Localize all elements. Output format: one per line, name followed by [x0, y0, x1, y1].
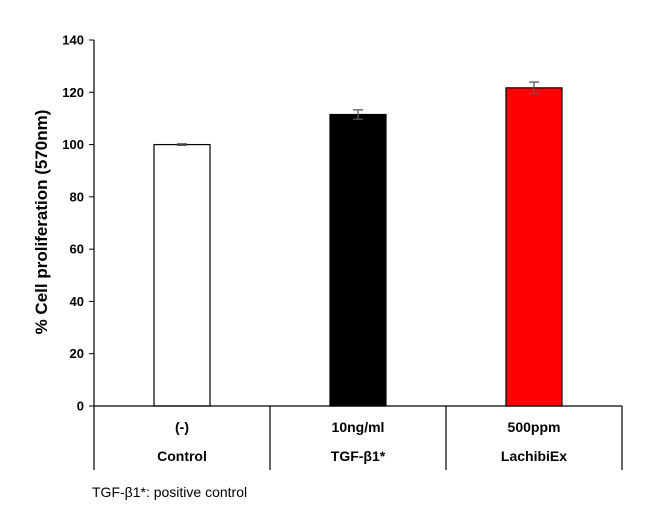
error-bars	[177, 81, 539, 147]
category-label-line1: 10ng/ml	[332, 419, 385, 435]
y-tick-label: 60	[70, 242, 84, 257]
category-label-line2: TGF-β1*	[331, 448, 386, 464]
y-tick-label: 20	[70, 346, 84, 361]
axes	[93, 40, 623, 470]
bar	[329, 113, 387, 407]
bar	[505, 87, 563, 407]
bars	[153, 87, 563, 407]
y-tick-label: 0	[77, 399, 84, 414]
category-label-line1: 500ppm	[508, 419, 561, 435]
category-label-line2: LachibiEx	[501, 448, 567, 464]
category-labels: (-) Control 10ng/ml TGF-β1* 500ppm LachibiEx	[157, 419, 567, 464]
category-label-line2: Control	[157, 448, 207, 464]
y-tick-label: 140	[62, 33, 84, 48]
error-bar	[353, 109, 363, 120]
error-bar	[177, 143, 187, 147]
y-tick-label: 100	[62, 137, 84, 152]
category-label-line1: (-)	[175, 419, 189, 435]
bar	[153, 143, 211, 407]
bar-chart: % Cell proliferation (570nm) 0 20 40 60 80 10…	[32, 33, 623, 470]
y-axis-title: % Cell proliferation (570nm)	[32, 110, 51, 335]
y-tick-label: 120	[62, 85, 84, 100]
y-axis-ticks: 0 20 40 60 80 100 120 140	[62, 33, 94, 414]
y-tick-label: 80	[70, 189, 84, 204]
error-bar	[529, 81, 539, 95]
footnote: TGF-β1*: positive control	[92, 484, 248, 500]
y-tick-label: 40	[70, 294, 84, 309]
